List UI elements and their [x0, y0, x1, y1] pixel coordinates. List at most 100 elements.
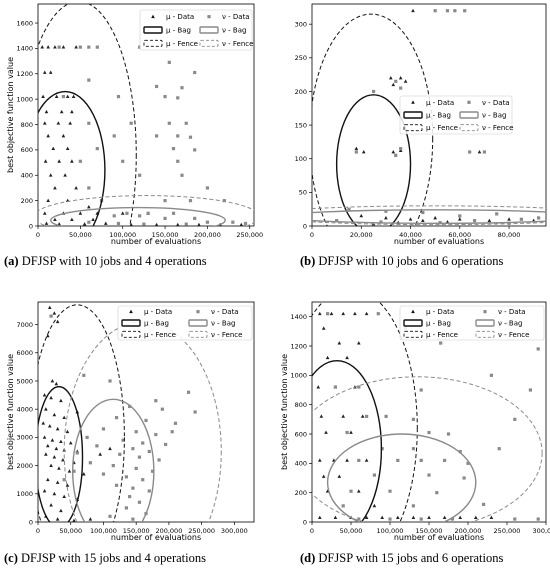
chart-d-nu-data-point	[419, 458, 423, 462]
chart-d-nu-data-point	[349, 489, 353, 493]
chart-d-nu-data-point	[482, 502, 486, 506]
chart-c-nu-data-point	[193, 410, 197, 414]
chart-c-mu-data-point	[42, 435, 47, 439]
chart-a-nu-data-point	[154, 84, 159, 89]
chart-c-nu-data-point	[88, 461, 92, 465]
chart-c-nu-data-point	[137, 500, 142, 504]
chart-a-ytick-label: 1600	[16, 19, 33, 27]
chart-c-nu-data-point	[147, 449, 151, 454]
chart-d-nu-data-point	[513, 517, 517, 521]
chart-b-legend-label: ν - Data	[482, 99, 510, 107]
chart-a-nu-data-point	[125, 211, 129, 215]
chart-b-ytick-label: 0	[303, 222, 307, 230]
chart-c-mu-data-point	[54, 446, 59, 451]
chart-a-nu-data-point	[87, 186, 91, 190]
chart-c-mu-data-point	[49, 463, 53, 467]
chart-d-mu-data-point	[357, 341, 361, 345]
chart-c-ytick-label: 0	[29, 518, 33, 526]
chart-c-mu-data-point	[55, 517, 60, 521]
chart-a-mu-data-point	[41, 94, 45, 99]
chart-c-mu-data-point	[47, 424, 52, 428]
chart-d-mu-data-point	[319, 414, 324, 418]
chart-b-ytick-label: 250	[295, 54, 307, 62]
chart-b-ytick-label: 300	[295, 20, 307, 28]
chart-d-nu-data-point	[419, 388, 423, 392]
chart-a-mu-data-point	[74, 185, 78, 190]
chart-c-nu-data-point	[186, 390, 191, 394]
chart-a-mu-data-point	[176, 222, 180, 226]
chart-b-xtick-label: 60,000	[448, 231, 471, 239]
chart-c-mu-bag-ellipse	[38, 385, 84, 522]
chart-a-nu-data-point	[167, 60, 171, 64]
chart-a-nu-data-point	[231, 220, 235, 224]
chart-c-mu-data-point	[67, 469, 72, 473]
chart-a-xtick-label: 100,000	[109, 231, 136, 239]
chart-b-plot-area	[312, 8, 546, 226]
chart-d-nu-data-point	[365, 414, 369, 418]
chart-a-nu-data-point	[171, 211, 176, 215]
chart-a-nu-data-point	[180, 86, 184, 90]
chart-c-legend-box	[117, 305, 253, 341]
chart-a-nu-data-point	[154, 134, 159, 138]
chart-b-xlabel: number of evaluations	[394, 237, 484, 246]
chart-a-mu-data-point	[65, 94, 70, 99]
chart-b-nu-data-point	[399, 147, 403, 151]
chart-a-mu-fence-ellipse	[38, 4, 137, 226]
chart-a-legend-label: μ - Bag	[166, 27, 191, 35]
chart-c-nu-data-point	[128, 495, 132, 499]
chart-d-nu-data-point	[458, 450, 462, 454]
chart-c-nu-data-point	[141, 441, 145, 445]
chart-b-nu-data-point	[379, 220, 383, 224]
chart-c-mu-data-point	[47, 305, 52, 310]
chart-c-mu-data-point	[98, 452, 102, 456]
chart-b-ytick-label: 150	[295, 121, 307, 129]
chart-b-mu-data-point	[359, 213, 364, 218]
chart-d-mu-data-point	[318, 311, 322, 316]
chart-c-legend-nu-data-marker	[196, 310, 200, 314]
chart-d-ytick-label: 400	[295, 460, 307, 468]
chart-a-mu-data-point	[61, 133, 66, 138]
chart-c-mu-data-point	[41, 421, 46, 425]
chart-d-mu-data-point	[360, 414, 365, 418]
chart-a-ylabel: best objective function value	[6, 57, 15, 173]
chart-a-mu-data-point	[48, 173, 53, 177]
chart-a-nu-data-point	[176, 134, 180, 138]
chart-b-ytick-label: 50	[299, 189, 307, 197]
chart-c-mu-data-point	[55, 480, 60, 484]
chart-d-mu-data-point	[489, 515, 494, 519]
chart-d-ylabel: best objective function value	[280, 354, 289, 470]
chart-a-nu-data-point	[95, 45, 99, 49]
chart-c-mu-data-point	[46, 333, 50, 338]
chart-a-nu-data-point	[142, 222, 146, 226]
chart-b-mu-data-point	[398, 76, 403, 80]
chart-c-nu-data-point	[85, 435, 89, 439]
chart-a-mu-data-point	[54, 94, 59, 99]
chart-d-mu-data-point	[427, 515, 431, 519]
chart-d-plot-area	[312, 302, 543, 522]
chart-b-nu-data-point	[335, 219, 339, 223]
chart-d-nu-data-point	[427, 473, 431, 477]
chart-b-mu-data-point	[398, 148, 403, 153]
chart-a-mu-data-point	[82, 222, 87, 226]
chart-a-nu-data-point	[129, 121, 133, 125]
chart-a-nu-data-point	[193, 148, 197, 152]
chart-d-mu-data-point	[353, 311, 357, 316]
chart-c-mu-data-point	[61, 457, 65, 462]
chart-d-nu-data-point	[333, 385, 337, 389]
chart-a-legend-label: ν - Bag	[222, 27, 246, 35]
chart-a-nu-data-point	[180, 173, 184, 177]
chart-a-ytick-label: 1000	[16, 95, 33, 103]
chart-a-mu-data-point	[91, 217, 95, 222]
chart-c-mu-data-point	[50, 438, 55, 442]
chart-c-xtick-label: 150,000	[123, 527, 150, 535]
chart-c-legend-mu-fence-swatch	[121, 330, 141, 338]
chart-c-nu-data-point	[124, 475, 128, 479]
chart-a-mu-data-point	[46, 133, 50, 138]
chart-c-mu-data-point	[59, 439, 63, 444]
chart-c-nu-data-point	[72, 469, 76, 473]
chart-d-nu-data-point	[466, 461, 470, 465]
chart-c-xtick-label: 250,000	[188, 527, 215, 535]
chart-a-legend: μ - Data ν - Data μ - Bag ν - Bag μ - Fence ν…	[139, 9, 253, 51]
chart-a-legend-nu-fence-swatch	[199, 39, 219, 47]
chart-a-nu-data-point	[116, 95, 121, 99]
